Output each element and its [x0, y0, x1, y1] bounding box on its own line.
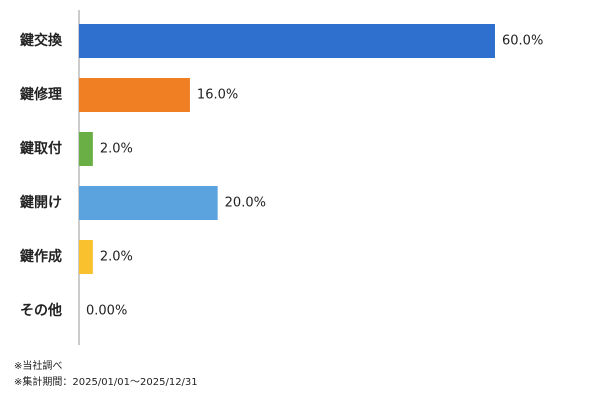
- category-label: 鍵交換: [20, 32, 63, 49]
- category-label: 鍵開け: [20, 194, 62, 211]
- bar: [79, 78, 190, 112]
- bar: [79, 132, 93, 166]
- category-label: その他: [20, 302, 62, 319]
- category-label: 鍵作成: [20, 248, 62, 265]
- bar: [79, 240, 93, 274]
- footnote: ※集計期間：2025/01/01～2025/12/31: [14, 375, 198, 388]
- footnote: ※当社調べ: [14, 359, 62, 372]
- value-label: 20.0%: [225, 196, 266, 211]
- value-label: 0.00%: [86, 304, 127, 319]
- value-label: 16.0%: [197, 88, 238, 103]
- category-label: 鍵取付: [20, 140, 62, 157]
- value-label: 2.0%: [100, 142, 133, 157]
- value-label: 2.0%: [100, 250, 133, 265]
- category-label: 鍵修理: [20, 86, 62, 103]
- value-label: 60.0%: [502, 34, 543, 49]
- bar: [79, 186, 218, 220]
- bar: [79, 24, 495, 58]
